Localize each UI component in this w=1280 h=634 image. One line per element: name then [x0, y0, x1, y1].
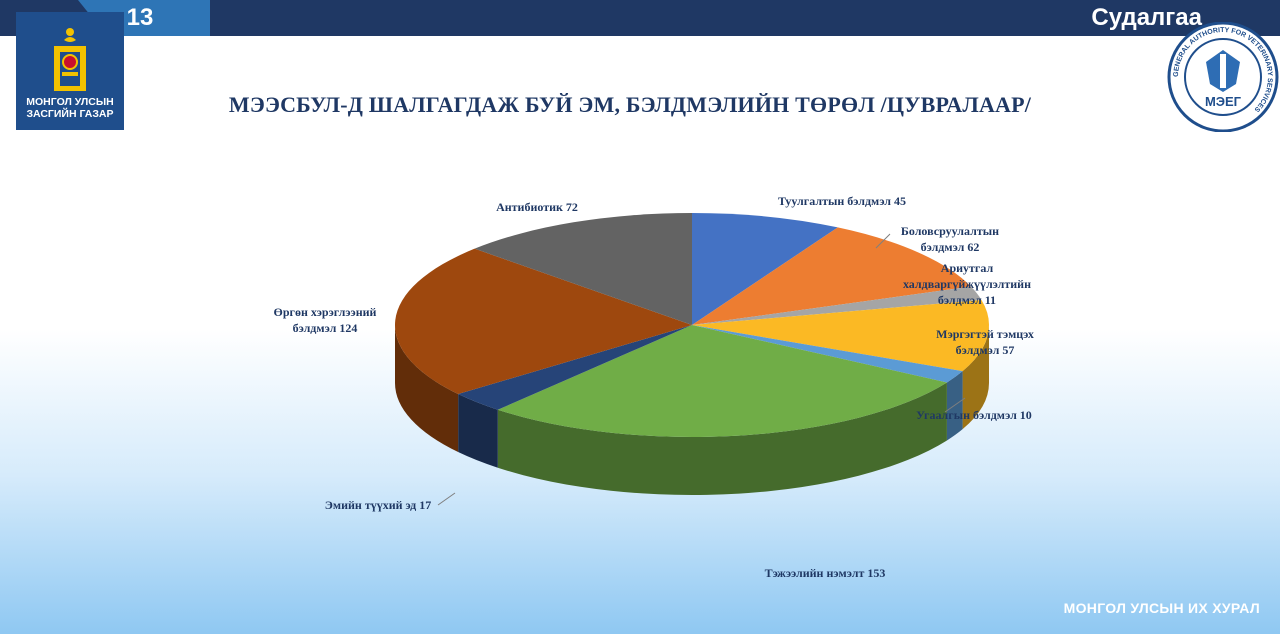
slice-label-3: Ариутгал халдваргүйжүүлэлтийн бэлдмэл 11 [903, 261, 1031, 307]
pie-slice-4 [692, 299, 989, 372]
section-label: Судалгаа [1091, 4, 1202, 31]
pie-slice-3 [692, 286, 982, 325]
slice-label-6: Тэжээлийн нэмэлт 153 [765, 566, 886, 580]
pie-slice-6 [497, 325, 947, 438]
leader-line-5 [944, 397, 966, 413]
slice-label-2: Боловсруулалтын бэлдмэл 62 [901, 224, 999, 254]
slice-label-9: Антибиотик 72 [496, 200, 578, 214]
pie-leader-lines [437, 233, 966, 506]
pie-slice-7 [458, 325, 692, 410]
pie-slice-9 [474, 213, 692, 325]
government-logo: МОНГОЛ УЛСЫН ЗАСГИЙН ГАЗАР [16, 12, 124, 130]
pie-slice-8 [395, 248, 692, 395]
pie-side-4 [962, 325, 989, 430]
pie-slice-5 [692, 325, 963, 383]
government-logo-text: МОНГОЛ УЛСЫН ЗАСГИЙН ГАЗАР [26, 96, 114, 120]
slide-number: 13 [126, 4, 154, 31]
pie-side-6 [497, 382, 947, 495]
pie-side-8 [395, 325, 459, 453]
leader-line-2 [875, 233, 891, 249]
slice-label-7: Эмийн түүхий эд 17 [325, 498, 431, 512]
veterinary-authority-logo: GENERAL AUTHORITY FOR VETERINARY SERVICE… [1167, 22, 1279, 132]
slice-label-5: Угаалгын бэлдмэл 10 [916, 408, 1032, 422]
footer-text: МОНГОЛ УЛСЫН ИХ ХУРАЛ [1063, 600, 1260, 616]
soyombo-emblem-icon [54, 28, 86, 91]
pie-slice-2 [692, 227, 971, 325]
pie-labels: Туулгалтын бэлдмэл 45 Боловсруулалтын бэлд… [274, 194, 1034, 580]
pie-sides [395, 325, 989, 495]
partner-logo-text: МЭЕГ [1205, 94, 1242, 109]
pie-side-7 [458, 394, 498, 468]
pie-slices [395, 213, 989, 438]
slice-label-4: Мэргэгтэй тэмцэх бэлдмэл 57 [936, 327, 1034, 357]
chart-title: МЭЭСБУЛ-Д ШАЛГАГДАЖ БУЙ ЭМ, БЭЛДМЭЛИЙН Т… [228, 92, 1032, 117]
top-bar [0, 0, 1280, 36]
slice-label-8: Өргөн хэрэглээний бэлдмэл 124 [274, 305, 377, 335]
slice-label-1: Туулгалтын бэлдмэл 45 [778, 194, 906, 208]
leader-line-7 [437, 492, 456, 506]
pie-side-5 [946, 371, 963, 441]
pie-slice-1 [692, 213, 838, 325]
